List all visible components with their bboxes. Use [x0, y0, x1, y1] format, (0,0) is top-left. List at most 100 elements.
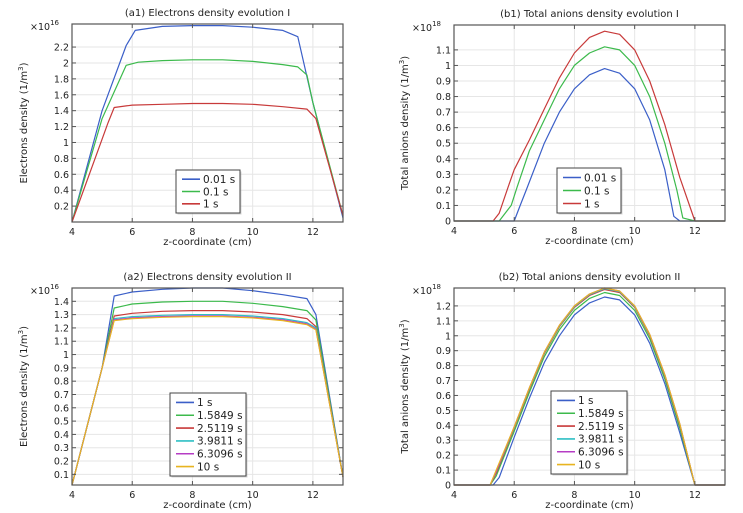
x-tick-label: 12 [307, 490, 319, 501]
y-tick-label: 1 [445, 61, 451, 72]
x-tick-label: 8 [571, 490, 577, 501]
y-tick-label: 1.2 [436, 301, 451, 312]
x-tick-label: 4 [69, 227, 75, 238]
chart-title: (a1) Electrons density evolution I [125, 8, 290, 19]
legend-label: 10 s [578, 459, 600, 471]
y-tick-label: 0 [445, 217, 451, 228]
legend: 0.01 s0.1 s1 s [175, 169, 242, 215]
y-tick-label: 1.4 [54, 297, 69, 308]
legend-label: 0.01 s [203, 174, 235, 186]
legend-box [169, 392, 247, 477]
x-tick-label: 10 [629, 490, 641, 501]
legend-label: 1 s [578, 395, 594, 407]
y-tick-label: 0.1 [54, 470, 69, 481]
y-tick-label: 1.2 [54, 122, 69, 133]
series-line-10-s [71, 316, 344, 486]
legend-label: 1.5849 s [197, 410, 243, 422]
y-tick-label: 0.1 [436, 201, 451, 212]
series-line-1-s [454, 30, 725, 222]
y-tick-label: 0.7 [54, 390, 69, 401]
legend: 1 s1.5849 s2.5119 s3.9811 s6.3096 s10 s [550, 390, 629, 476]
legend-label: 0.1 s [584, 185, 610, 197]
x-axis-label: z-coordinate (cm) [163, 237, 252, 248]
y-tick-label: 1.2 [54, 323, 69, 334]
legend-label: 1 s [203, 199, 219, 211]
y-tick-label: 0.9 [54, 363, 69, 374]
y-tick-label: 0.3 [436, 436, 451, 447]
y-tick-label: 0.5 [436, 406, 451, 417]
y-tick-label: 1.3 [54, 310, 69, 321]
y-tick-label: 1 [63, 138, 69, 149]
y-tick-label: 1.6 [54, 90, 69, 101]
legend-label: 1.5849 s [578, 408, 624, 420]
y-tick-label: 0.6 [436, 123, 451, 134]
y-tick-label: 1.8 [54, 74, 69, 85]
legend-label: 3.9811 s [197, 436, 243, 448]
chart-title: (a2) Electrons density evolution II [123, 272, 291, 283]
x-tick-label: 12 [307, 227, 319, 238]
x-tick-label: 12 [689, 490, 701, 501]
legend: 1 s1.5849 s2.5119 s3.9811 s6.3096 s10 s [169, 392, 248, 478]
legend-label: 0.01 s [584, 172, 616, 184]
y-tick-label: 0.8 [54, 154, 69, 165]
y-axis-label: Total anions density (1/m3) [398, 319, 411, 454]
y-tick-label: 0.6 [436, 391, 451, 402]
x-tick-label: 8 [189, 490, 195, 501]
y-axis-label: Electrons density (1/m3) [17, 326, 30, 447]
x-tick-label: 6 [129, 227, 135, 238]
x-tick-label: 4 [451, 490, 457, 501]
legend-label: 2.5119 s [197, 423, 243, 435]
x-tick-label: 12 [689, 226, 701, 237]
y-tick-label: 0.4 [54, 430, 69, 441]
y-tick-label: 1 [63, 350, 69, 361]
y-tick-label: 0.3 [54, 443, 69, 454]
y-multiplier: ×1018 [412, 20, 441, 34]
x-axis-label: z-coordinate (cm) [545, 500, 634, 511]
series-line-0-1-s [454, 46, 725, 222]
y-tick-label: 0.2 [436, 185, 451, 196]
legend-label: 1 s [584, 198, 600, 210]
chart-panel-a1: 4 6 8 10 12 0.2 0.4 0.6 0.8 1 1.2 1.4 1.6 1.8 2 2.2 ×101… [17, 8, 344, 248]
y-axis-label: Electrons density (1/m3) [17, 62, 30, 183]
series-line-0-01-s [454, 67, 725, 222]
x-axis-label: z-coordinate (cm) [163, 500, 252, 511]
y-multiplier: ×1016 [30, 19, 60, 33]
x-tick-label: 6 [129, 490, 135, 501]
y-tick-label: 0.8 [436, 361, 451, 372]
y-tick-label: 0.3 [436, 170, 451, 181]
y-tick-label: 1.1 [54, 337, 69, 348]
x-tick-label: 8 [571, 226, 577, 237]
legend-label: 2.5119 s [578, 421, 624, 433]
y-tick-label: 1.1 [436, 45, 451, 56]
y-tick-label: 0.6 [54, 403, 69, 414]
plot-frame [453, 24, 726, 222]
y-tick-label: 0.2 [436, 451, 451, 462]
x-tick-label: 4 [451, 226, 457, 237]
x-tick-label: 8 [189, 227, 195, 238]
y-tick-label: 0 [445, 481, 451, 492]
series-line-0-01-s [71, 25, 344, 223]
plot-frame [71, 23, 344, 223]
chart-panel-b2: 4 6 8 10 12 0 0.1 0.2 0.3 0.4 0.5 0.6 0.7 0.8 0.9 1 1.1 1… [398, 272, 726, 511]
x-tick-label: 10 [629, 226, 641, 237]
legend-box [550, 390, 628, 475]
y-multiplier: ×1016 [30, 283, 60, 297]
chart-title: (b2) Total anions density evolution II [499, 272, 681, 283]
y-tick-label: 2 [63, 58, 69, 69]
series-line-10-s [454, 287, 725, 486]
series-line-1-5849-s [71, 300, 344, 486]
y-tick-label: 1 [445, 331, 451, 342]
series-line-1-5849-s [454, 291, 725, 486]
series-line-0-1-s [71, 59, 344, 223]
legend: 0.01 s0.1 s1 s [556, 167, 623, 215]
y-tick-label: 2.2 [54, 43, 69, 54]
x-axis-label: z-coordinate (cm) [545, 236, 634, 247]
y-tick-label: 0.4 [436, 421, 451, 432]
series-line-1-s [454, 296, 725, 486]
y-tick-label: 0.4 [436, 154, 451, 165]
legend-label: 6.3096 s [578, 447, 624, 459]
y-tick-label: 0.8 [54, 377, 69, 388]
y-tick-label: 1.4 [54, 106, 69, 117]
y-tick-label: 0.6 [54, 170, 69, 181]
